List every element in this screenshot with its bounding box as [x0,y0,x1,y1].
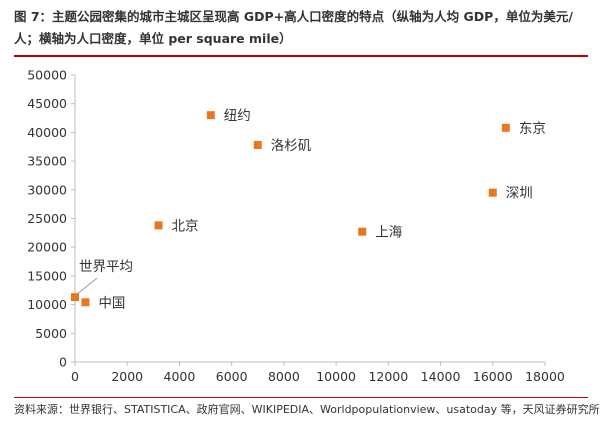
data-point [253,141,262,150]
x-tick-label: 0 [71,369,79,384]
x-tick-label: 12000 [368,369,408,384]
source-note: 资料来源：世界银行、STATISTICA、政府官网、WIKIPEDIA、Worl… [14,403,600,416]
x-tick-label: 16000 [473,369,513,384]
y-tick-label: 5000 [35,326,67,341]
x-tick-label: 4000 [164,369,196,384]
y-tick-label: 45000 [27,96,67,111]
y-tick-label: 20000 [27,240,67,255]
point-label: 洛杉矶 [271,138,312,154]
x-tick-label: 8000 [268,369,300,384]
x-tick-label: 14000 [421,369,461,384]
tick-labels: 0500010000150002000025000300003500040000… [27,68,565,385]
x-tick-label: 2000 [111,369,143,384]
data-point [501,123,510,132]
x-tick-label: 18000 [525,369,565,384]
data-point [358,227,367,236]
source-divider [14,397,588,398]
point-label: 纽约 [224,108,251,124]
axes [71,74,546,366]
point-label: 中国 [98,295,125,311]
point-label: 北京 [172,218,199,234]
x-tick-label: 6000 [216,369,248,384]
y-tick-label: 50000 [27,68,67,83]
point-label: 深圳 [506,186,533,202]
data-point [488,188,497,197]
y-tick-label: 30000 [27,182,67,197]
data-point [154,221,163,230]
y-tick-label: 35000 [27,154,67,169]
point-label: 世界平均 [79,259,133,275]
point-label: 上海 [375,225,402,241]
y-tick-label: 15000 [27,268,67,283]
y-tick-label: 0 [59,355,67,370]
label-leader-line [76,277,98,295]
chart-title: 图 7：主题公园密集的城市主城区呈现高 GDP+高人口密度的特点（纵轴为人均 G… [14,9,573,46]
title-divider [14,55,588,57]
data-points [71,111,510,307]
y-tick-label: 10000 [27,297,67,312]
y-tick-label: 25000 [27,211,67,226]
data-point [71,293,79,302]
data-point [206,111,215,120]
data-point [81,298,90,307]
point-label: 东京 [519,121,546,137]
y-tick-label: 40000 [27,125,67,140]
x-tick-label: 10000 [316,369,356,384]
